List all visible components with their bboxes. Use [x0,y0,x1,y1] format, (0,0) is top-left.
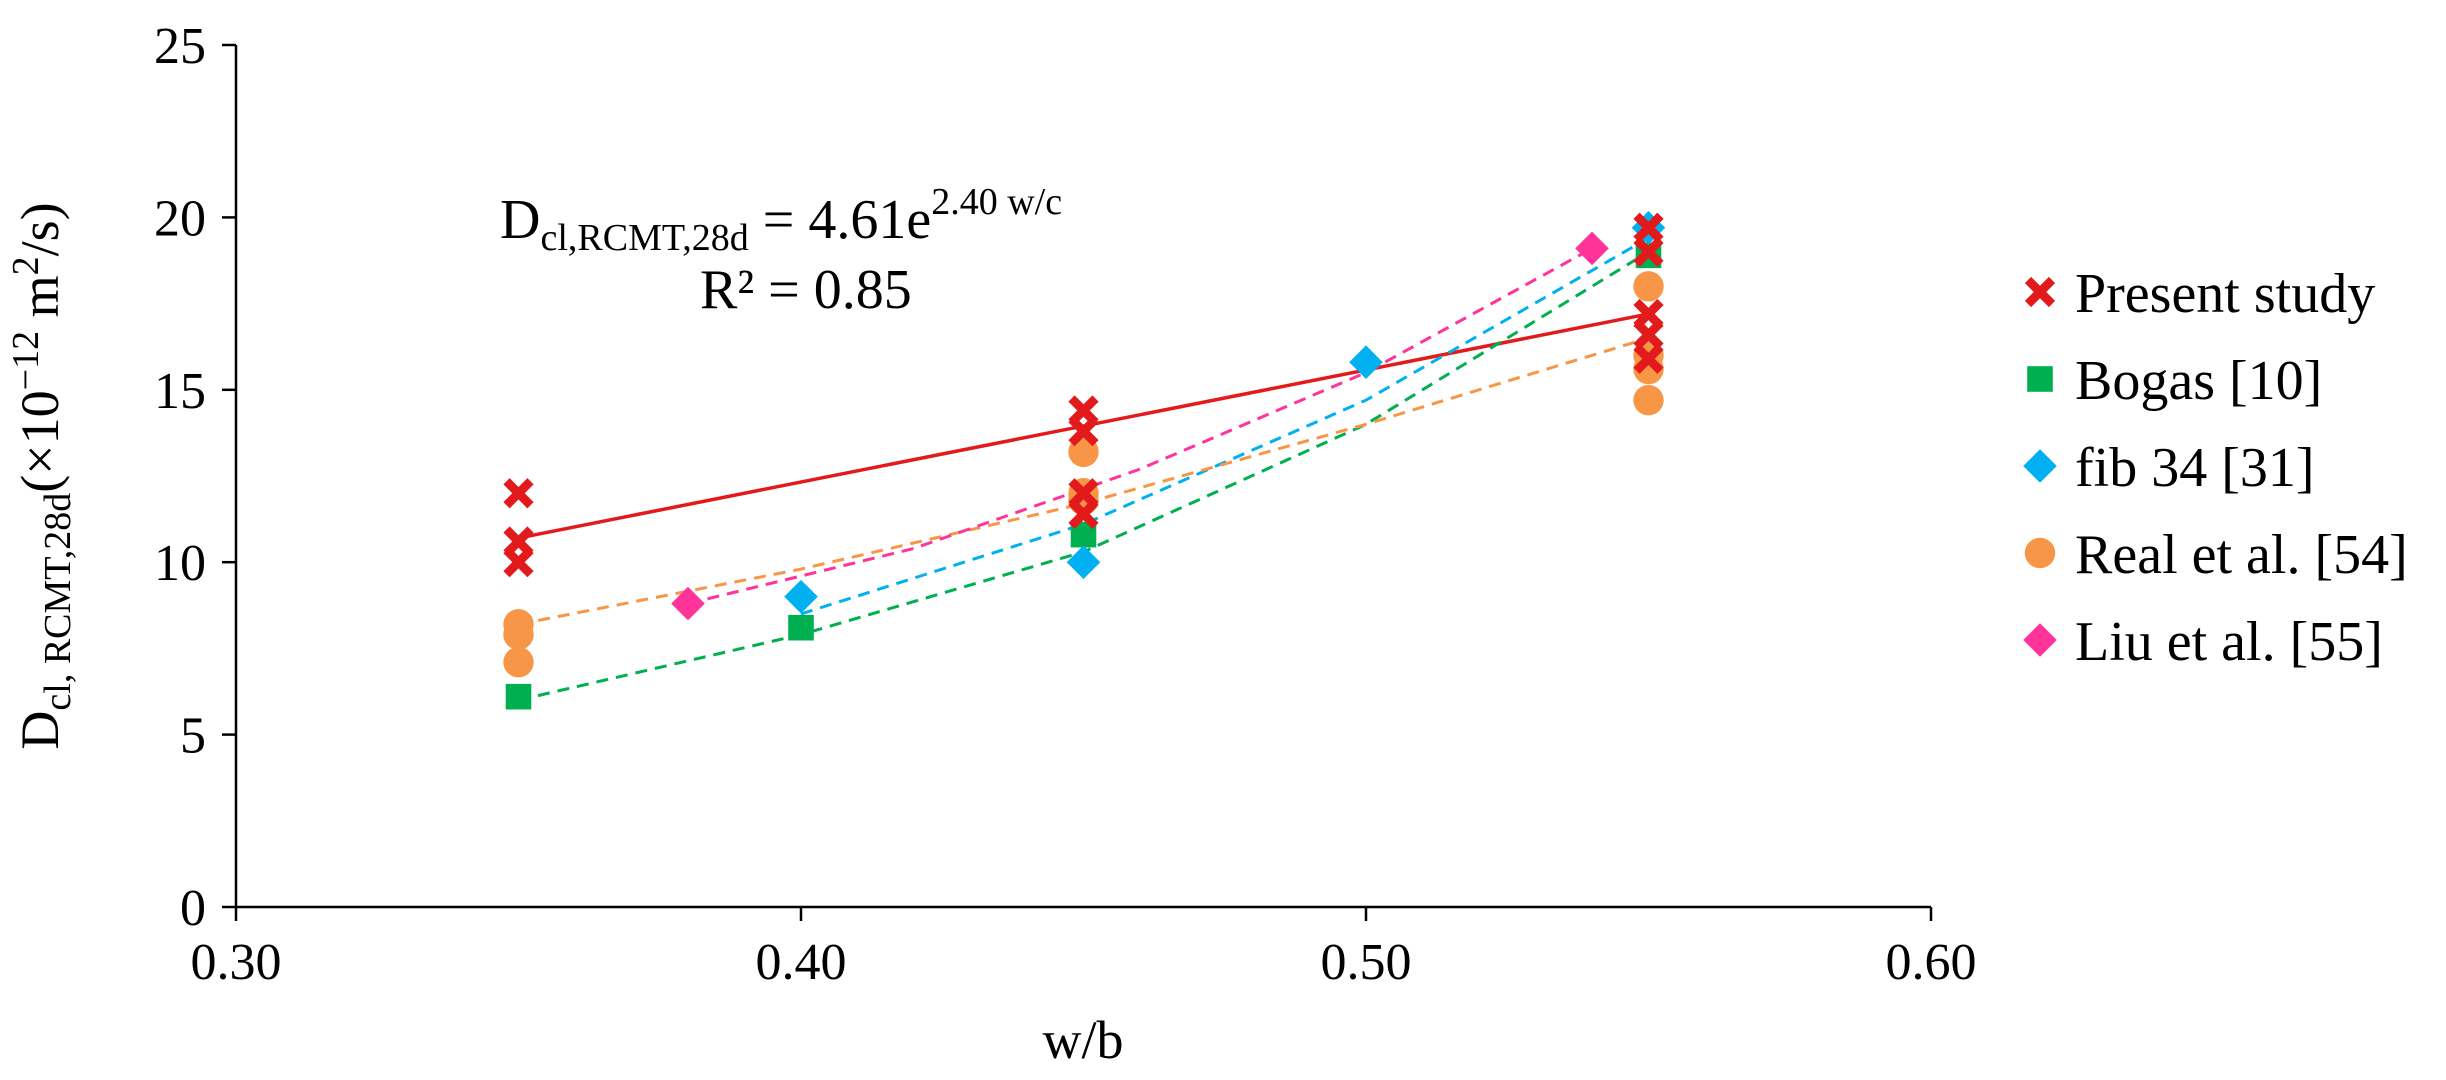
point-liu-et-al-55-1 [1575,231,1609,266]
legend-marker-fib-34-31 [2023,449,2057,483]
point-present-study-6 [1068,498,1099,530]
x-tick-label-3: 0.60 [1886,934,1977,991]
trend-equation: Dcl,RCMT,28d = 4.61e2.40 w/c [500,181,1062,259]
y-axis-label: Dcl, RCMT,28d(×10−12 m2/s) [5,202,79,749]
y-label-unit-sq: 2 [5,256,47,275]
point-real-et-al-54-9 [1633,384,1664,416]
y-tick-label-3: 15 [154,363,206,420]
trend-line-real-et-al-54 [518,336,1649,626]
trend-line-liu-et-al-55 [687,247,1593,606]
point-real-et-al-54-6 [1633,271,1664,302]
point-liu-et-al-55-0 [671,586,705,621]
eq-mid: = 4.61e [749,189,931,251]
point-fib-34-31-0 [784,579,818,614]
r-squared: R² = 0.85 [700,259,912,321]
legend: Present study Bogas [10] fib 34 [31] Real e… [2023,263,2408,673]
y-tick-label-1: 5 [180,708,206,765]
legend-label-fib-34-31: fib 34 [31] [2075,437,2315,499]
point-present-study-10 [1633,319,1664,350]
data-points [503,210,1666,710]
tick-marks [222,43,1933,921]
x-tick-label-1: 0.40 [756,934,847,991]
point-bogas-10-1 [788,614,814,641]
y-label-unit-end: /s) [10,202,70,256]
point-bogas-10-0 [505,683,532,710]
point-present-study-2 [503,547,534,578]
point-real-et-al-54-1 [503,619,534,650]
eq-sup: 2.40 w/c [931,181,1062,223]
point-present-study-7 [1633,212,1664,243]
y-label-sub: cl, RCMT,28d [37,493,79,711]
trend-line-fib-34-31 [800,236,1650,616]
point-present-study-4 [1068,416,1099,447]
eq-sub: cl,RCMT,28d [540,217,748,259]
legend-label-present-study: Present study [2075,263,2375,325]
trend-line-bogas-10 [518,250,1650,702]
y-label-unit-mid: m [10,275,70,331]
point-fib-34-31-2 [1349,345,1383,380]
y-tick-label-4: 20 [154,190,206,247]
legend-label-real-et-al-54: Real et al. [54] [2075,524,2408,586]
y-label-unit-prefix: (×10 [10,390,70,492]
x-axis-label: w/b [1043,1010,1124,1070]
y-tick-label-5: 25 [154,18,206,75]
tick-labels: 0.30 0.40 0.50 0.60 0 5 10 15 20 25 [154,18,1977,991]
point-present-study-0 [503,478,534,509]
trend-lines [518,236,1650,702]
point-real-et-al-54-2 [503,646,534,678]
point-present-study-8 [1633,236,1664,267]
legend-marker-liu-et-al-55 [2023,623,2057,657]
legend-marker-present-study [2024,276,2056,308]
point-present-study-11 [1633,343,1664,374]
point-fib-34-31-1 [1066,545,1101,579]
eq-lhs: D [500,189,540,251]
legend-marker-bogas-10 [2027,366,2053,392]
y-tick-label-0: 0 [180,880,206,937]
y-label-unit-exp: −12 [5,331,47,390]
y-tick-label-2: 10 [154,535,206,592]
x-tick-label-0: 0.30 [191,934,282,991]
legend-marker-real-et-al-54 [2024,537,2056,569]
x-tick-label-2: 0.50 [1321,934,1412,991]
y-label-main: D [10,711,70,750]
legend-label-liu-et-al-55: Liu et al. [55] [2075,611,2383,673]
legend-label-bogas-10: Bogas [10] [2075,350,2322,412]
